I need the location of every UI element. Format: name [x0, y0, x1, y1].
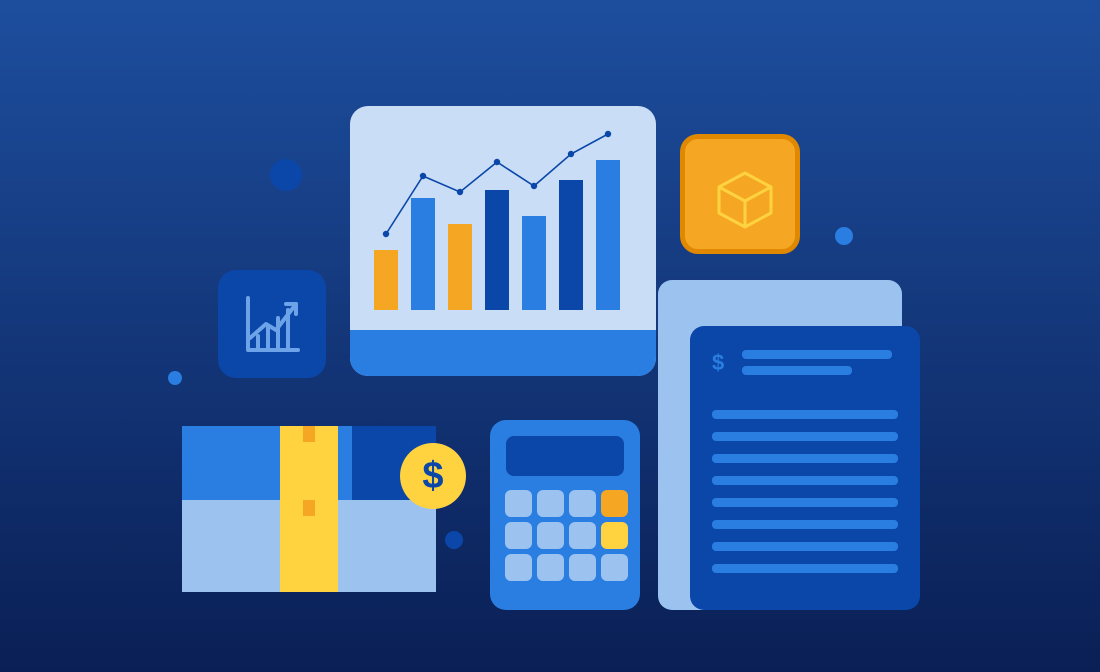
chart-footer [350, 330, 656, 376]
invoice-line [712, 476, 898, 485]
calculator-key [601, 490, 628, 517]
package-card [680, 134, 800, 254]
tape-notch [303, 500, 315, 516]
coin: $ [400, 443, 466, 509]
growth-chart-icon [218, 270, 326, 383]
invoice-line [712, 542, 898, 551]
decorative-dot [270, 159, 302, 191]
calculator-screen [506, 436, 624, 476]
bar-line-chart [350, 106, 656, 330]
shipping-boxes [182, 426, 436, 592]
calculator-key [569, 522, 596, 549]
invoice-line [712, 454, 898, 463]
decorative-dot [445, 531, 463, 549]
calculator-key [537, 554, 564, 581]
invoice-line [712, 498, 898, 507]
analytics-chart-card [350, 106, 656, 376]
calculator [490, 420, 640, 610]
chart-svg-wrap [350, 106, 656, 335]
cube-icon [685, 139, 805, 264]
invoice-line [712, 520, 898, 529]
invoice-line [712, 432, 898, 441]
calculator-key [537, 522, 564, 549]
calculator-key [569, 490, 596, 517]
infographic-stage: $$ [0, 0, 1100, 672]
tape-notch [303, 426, 315, 442]
invoice-header-line [742, 350, 892, 359]
calculator-key [601, 522, 628, 549]
decorative-dot [168, 371, 182, 385]
invoice-line [712, 410, 898, 419]
calculator-key [601, 554, 628, 581]
dollar-icon: $ [712, 352, 724, 374]
calculator-key [537, 490, 564, 517]
calculator-key [569, 554, 596, 581]
decorative-dot [835, 227, 853, 245]
invoice-line [712, 564, 898, 573]
invoice-header-line [742, 366, 852, 375]
growth-card [218, 270, 326, 378]
calculator-key [505, 522, 532, 549]
dollar-icon: $ [422, 455, 443, 498]
invoice-document: $ [690, 326, 920, 610]
calculator-key [505, 490, 532, 517]
calculator-key [505, 554, 532, 581]
